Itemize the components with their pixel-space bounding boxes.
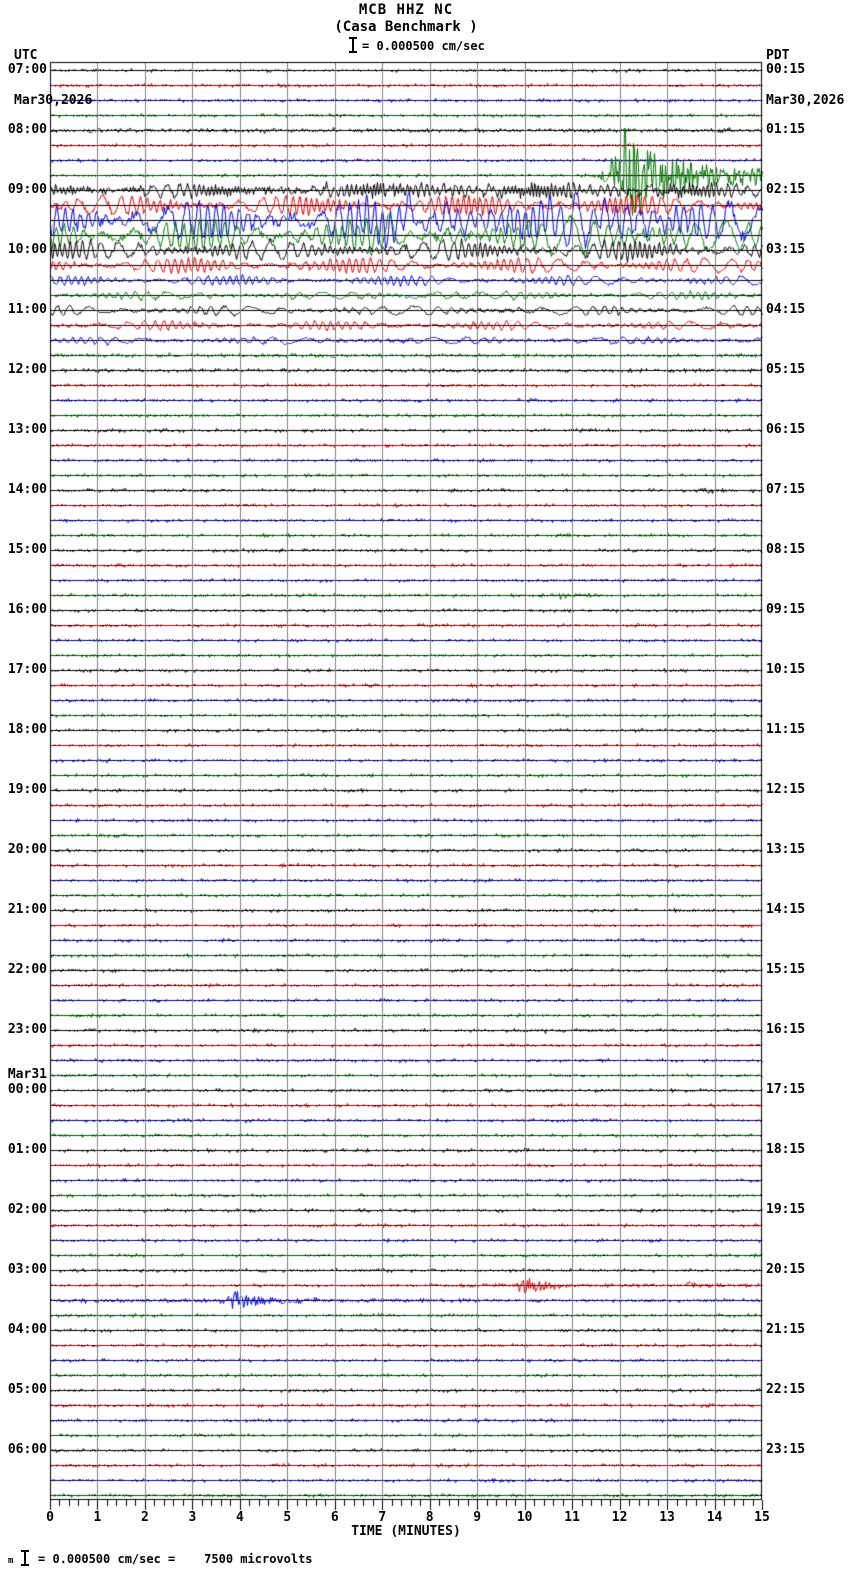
pdt-hour-label: 00:15 [766, 62, 806, 77]
x-tick-label: 9 [473, 1510, 482, 1525]
x-tick-label: 6 [330, 1510, 339, 1525]
page-title: MCB HHZ NC [358, 2, 454, 18]
pdt-hour-label: 22:15 [766, 1382, 806, 1397]
pdt-hour-label: 14:15 [766, 902, 806, 917]
pdt-hour-label: 23:15 [766, 1442, 806, 1457]
x-tick-label: 15 [754, 1510, 770, 1525]
x-tick-label: 0 [46, 1510, 54, 1525]
scale-bar-icon [20, 1550, 30, 1566]
pdt-hour-label: 07:15 [766, 482, 806, 497]
utc-hour-label: 22:00 [7, 962, 47, 977]
x-tick-label: 1 [93, 1510, 102, 1525]
pdt-hour-label: 15:15 [766, 962, 806, 977]
utc-hour-label: 11:00 [7, 302, 47, 317]
scale-bar-icon [348, 37, 358, 53]
x-tick-label: 13 [659, 1510, 675, 1525]
pdt-hour-label: 03:15 [766, 242, 806, 257]
scale-legend-text: = 0.000500 cm/sec [362, 39, 485, 53]
utc-hour-label: 15:00 [7, 542, 47, 557]
pdt-hour-label: 17:15 [766, 1082, 806, 1097]
utc-hour-label: 10:00 [7, 242, 47, 257]
utc-hour-label: 18:00 [7, 722, 47, 737]
utc-date: Mar30,2026 [14, 93, 93, 108]
utc-hour-label: 16:00 [7, 602, 47, 617]
micro-m-glyph: m [8, 1556, 14, 1566]
pdt-hour-label: 04:15 [766, 302, 806, 317]
utc-date-marker: Mar31 [7, 1067, 47, 1082]
pdt-date: Mar30,2026 [766, 93, 845, 108]
x-tick-label: 12 [611, 1510, 628, 1525]
utc-hour-label: 13:00 [7, 422, 47, 437]
pdt-hour-label: 19:15 [766, 1202, 806, 1217]
utc-label: UTC [14, 48, 38, 63]
utc-hour-label: 23:00 [7, 1022, 47, 1037]
pdt-hour-label: 05:15 [766, 362, 806, 377]
pdt-hour-label: 01:15 [766, 122, 806, 137]
pdt-hour-label: 11:15 [766, 722, 806, 737]
pdt-hour-label: 08:15 [766, 542, 806, 557]
utc-hour-label: 01:00 [7, 1142, 47, 1157]
pdt-hour-label: 16:15 [766, 1022, 806, 1037]
pdt-hour-label: 06:15 [766, 422, 806, 437]
utc-hour-label: 17:00 [7, 662, 47, 677]
utc-header: UTC Mar30,2026 [14, 18, 92, 123]
utc-hour-label: 12:00 [7, 362, 47, 377]
pdt-hour-label: 02:15 [766, 182, 806, 197]
utc-hour-label: 07:00 [7, 62, 47, 77]
x-tick-label: 2 [141, 1510, 149, 1525]
pdt-hour-label: 20:15 [766, 1262, 806, 1277]
utc-hour-label: 14:00 [7, 482, 47, 497]
pdt-hour-label: 21:15 [766, 1322, 806, 1337]
pdt-header: PDT Mar30,2026 [766, 18, 844, 123]
utc-hour-label: 19:00 [7, 782, 47, 797]
x-tick-label: 8 [425, 1510, 434, 1525]
x-tick-label: 7 [378, 1510, 387, 1525]
pdt-hour-label: 10:15 [766, 662, 806, 677]
utc-hour-label: 02:00 [7, 1202, 47, 1217]
station-subtitle: (Casa Benchmark ) [334, 19, 478, 35]
pdt-hour-label: 09:15 [766, 602, 806, 617]
x-tick-label: 11 [564, 1510, 580, 1525]
utc-hour-label: 00:00 [7, 1082, 47, 1097]
utc-hour-label: 03:00 [7, 1262, 47, 1277]
footer-scale-text: = 0.000500 cm/sec = 7500 microvolts [38, 1552, 313, 1566]
x-tick-label: 4 [235, 1510, 244, 1525]
x-tick-label: 14 [706, 1510, 723, 1525]
utc-hour-label: 20:00 [7, 842, 47, 857]
utc-hour-label: 05:00 [7, 1382, 47, 1397]
utc-hour-label: 04:00 [7, 1322, 47, 1337]
pdt-hour-label: 12:15 [766, 782, 806, 797]
pdt-hour-label: 13:15 [766, 842, 806, 857]
x-axis-title: TIME (MINUTES) [351, 1524, 461, 1539]
utc-hour-label: 21:00 [7, 902, 47, 917]
utc-hour-label: 09:00 [7, 182, 47, 197]
pdt-hour-label: 18:15 [766, 1142, 806, 1157]
x-tick-label: 5 [283, 1510, 292, 1525]
x-tick-label: 10 [516, 1510, 533, 1525]
pdt-label: PDT [766, 48, 790, 63]
utc-hour-label: 06:00 [7, 1442, 47, 1457]
x-tick-label: 3 [188, 1510, 197, 1525]
utc-hour-label: 08:00 [7, 122, 47, 137]
